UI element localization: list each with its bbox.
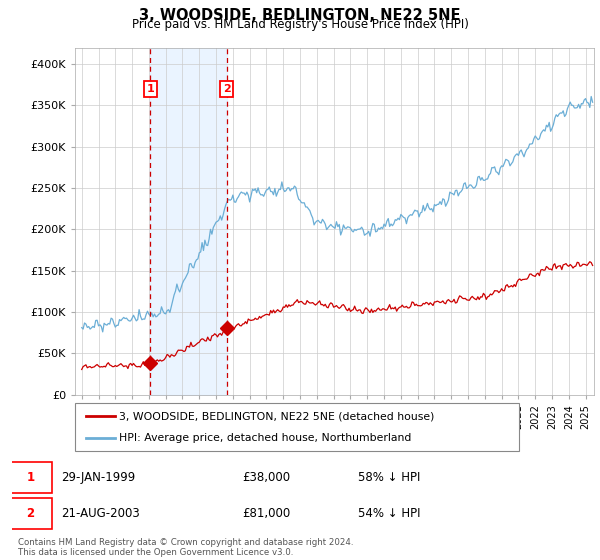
Text: £81,000: £81,000 xyxy=(242,507,290,520)
Text: 1: 1 xyxy=(26,471,34,484)
Text: 3, WOODSIDE, BEDLINGTON, NE22 5NE (detached house): 3, WOODSIDE, BEDLINGTON, NE22 5NE (detac… xyxy=(119,411,435,421)
Text: £38,000: £38,000 xyxy=(242,471,290,484)
FancyBboxPatch shape xyxy=(9,462,52,493)
Text: 3, WOODSIDE, BEDLINGTON, NE22 5NE: 3, WOODSIDE, BEDLINGTON, NE22 5NE xyxy=(139,8,461,24)
Text: 29-JAN-1999: 29-JAN-1999 xyxy=(61,471,135,484)
Text: 58% ↓ HPI: 58% ↓ HPI xyxy=(358,471,420,484)
Text: HPI: Average price, detached house, Northumberland: HPI: Average price, detached house, Nort… xyxy=(119,433,412,443)
Text: Price paid vs. HM Land Registry's House Price Index (HPI): Price paid vs. HM Land Registry's House … xyxy=(131,18,469,31)
Text: 54% ↓ HPI: 54% ↓ HPI xyxy=(358,507,420,520)
FancyBboxPatch shape xyxy=(75,403,519,451)
FancyBboxPatch shape xyxy=(9,498,52,529)
Text: 21-AUG-2003: 21-AUG-2003 xyxy=(61,507,140,520)
Text: 2: 2 xyxy=(26,507,34,520)
Text: 2: 2 xyxy=(223,84,231,94)
Text: Contains HM Land Registry data © Crown copyright and database right 2024.
This d: Contains HM Land Registry data © Crown c… xyxy=(18,538,353,557)
Text: 1: 1 xyxy=(146,84,154,94)
